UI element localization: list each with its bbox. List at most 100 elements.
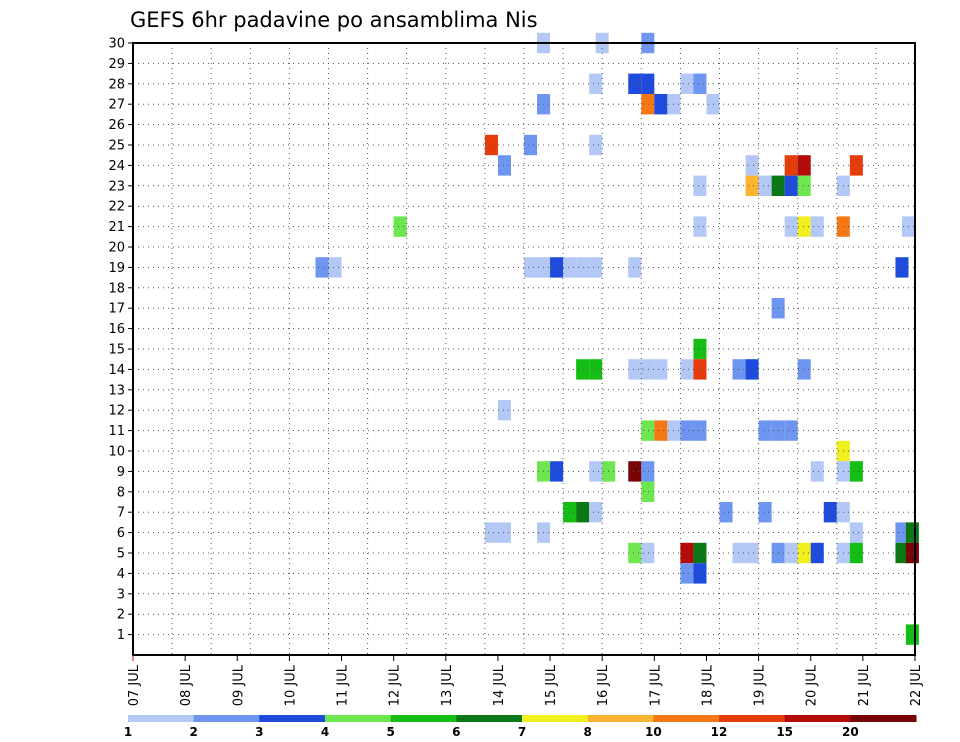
precip-cell bbox=[589, 502, 603, 523]
colorbar-swatch bbox=[522, 715, 589, 722]
y-tick-label: 5 bbox=[117, 547, 125, 562]
colorbar-label: 8 bbox=[583, 725, 591, 739]
precip-cell bbox=[680, 420, 694, 441]
x-tick-label: 16 JUL bbox=[596, 664, 611, 706]
precip-cell bbox=[641, 542, 655, 564]
y-tick-label: 13 bbox=[108, 383, 125, 398]
colorbar-swatch bbox=[850, 715, 917, 722]
colorbar-label: 7 bbox=[518, 725, 526, 739]
precip-cell bbox=[589, 257, 603, 278]
x-tick-label: 18 JUL bbox=[700, 664, 715, 706]
precip-cell bbox=[628, 257, 642, 278]
y-tick-label: 4 bbox=[117, 567, 125, 582]
y-tick-label: 1 bbox=[117, 628, 125, 643]
precip-cell bbox=[641, 420, 655, 441]
y-tick-label: 16 bbox=[108, 322, 125, 337]
colorbar-swatch bbox=[193, 715, 260, 722]
precip-cell bbox=[693, 563, 707, 584]
y-tick-label: 18 bbox=[108, 281, 125, 296]
precip-cell bbox=[732, 359, 746, 380]
colorbar-swatch bbox=[325, 715, 392, 722]
precip-cell bbox=[654, 94, 668, 115]
y-tick-label: 21 bbox=[108, 220, 125, 235]
precip-cell bbox=[693, 175, 707, 196]
y-tick-label: 23 bbox=[108, 179, 125, 194]
precip-cell bbox=[563, 502, 577, 523]
colorbar-label: 15 bbox=[776, 725, 793, 739]
precip-cell bbox=[680, 73, 694, 94]
precip-cell bbox=[497, 522, 511, 543]
colorbar-label: 20 bbox=[842, 725, 859, 739]
x-tick-label: 22 JUL bbox=[909, 664, 924, 706]
colorbar-label: 1 bbox=[124, 725, 132, 739]
precip-cell bbox=[797, 216, 811, 237]
x-tick-label: 09 JUL bbox=[231, 664, 246, 706]
x-tick-label: 17 JUL bbox=[648, 664, 663, 706]
precip-cell bbox=[905, 624, 919, 645]
colorbar-label: 3 bbox=[255, 725, 263, 739]
precip-cell bbox=[758, 420, 772, 441]
colorbar-swatch bbox=[587, 715, 654, 722]
colorbar: 1 2 3 4 5 6 7 8 10 12 15 20 bbox=[124, 715, 917, 739]
precipitation-cells bbox=[315, 32, 919, 645]
precip-cell bbox=[810, 542, 824, 564]
chart-title: GEFS 6hr padavine po ansamblima Nis bbox=[130, 8, 538, 32]
colorbar-label: 5 bbox=[386, 725, 394, 739]
y-tick-label: 11 bbox=[108, 424, 125, 439]
precip-cell bbox=[706, 94, 720, 115]
precip-cell bbox=[849, 461, 863, 482]
precip-cell bbox=[745, 359, 759, 380]
x-tick-label: 21 JUL bbox=[857, 664, 872, 706]
precip-cell bbox=[758, 502, 772, 523]
y-tick-label: 3 bbox=[117, 587, 125, 602]
y-tick-label: 30 bbox=[108, 37, 125, 52]
colorbar-swatch bbox=[259, 715, 326, 722]
precip-cell bbox=[810, 461, 824, 482]
precip-cell bbox=[693, 216, 707, 237]
y-tick-label: 14 bbox=[108, 363, 125, 378]
precip-cell bbox=[524, 134, 538, 156]
x-tick-label: 13 JUL bbox=[440, 664, 455, 706]
precip-cell bbox=[905, 542, 919, 564]
grid-lines bbox=[133, 43, 915, 655]
colorbar-swatch bbox=[784, 715, 851, 722]
precip-cell bbox=[797, 359, 811, 380]
precip-cell bbox=[497, 155, 511, 176]
precip-cell bbox=[745, 155, 759, 176]
precip-cell bbox=[693, 73, 707, 94]
x-tick-label: 12 JUL bbox=[388, 664, 403, 706]
colorbar-label: 10 bbox=[645, 725, 662, 739]
x-tick-label: 15 JUL bbox=[544, 664, 559, 706]
y-tick-label: 8 bbox=[117, 485, 125, 500]
x-tick-label: 20 JUL bbox=[805, 664, 820, 706]
y-tick-label: 25 bbox=[108, 139, 125, 154]
precip-cell bbox=[784, 175, 798, 196]
x-tick-label: 19 JUL bbox=[753, 664, 768, 706]
precip-cell bbox=[654, 359, 668, 380]
precip-cell bbox=[524, 257, 538, 278]
precip-cell bbox=[641, 94, 655, 115]
precip-cell bbox=[797, 175, 811, 196]
precip-cell bbox=[693, 359, 707, 380]
precip-cell bbox=[905, 522, 919, 543]
colorbar-swatch bbox=[128, 715, 195, 722]
y-tick-label: 15 bbox=[108, 343, 125, 358]
precip-cell bbox=[589, 134, 603, 156]
precip-cell bbox=[745, 542, 759, 564]
y-tick-label: 28 bbox=[108, 77, 125, 92]
precip-cell bbox=[732, 542, 746, 564]
x-tick-label: 08 JUL bbox=[179, 664, 194, 706]
precip-cell bbox=[328, 257, 342, 278]
precip-cell bbox=[589, 73, 603, 94]
precip-cell bbox=[589, 359, 603, 380]
y-tick-label: 26 bbox=[108, 118, 125, 133]
precip-cell bbox=[641, 73, 655, 94]
precip-cell bbox=[497, 400, 511, 421]
precip-cell bbox=[576, 257, 590, 278]
precip-cell bbox=[563, 257, 577, 278]
precip-cell bbox=[797, 542, 811, 564]
x-tick-label: 14 JUL bbox=[492, 664, 507, 706]
precip-cell bbox=[680, 563, 694, 584]
precip-cell bbox=[719, 502, 733, 523]
precip-cell bbox=[484, 134, 498, 156]
